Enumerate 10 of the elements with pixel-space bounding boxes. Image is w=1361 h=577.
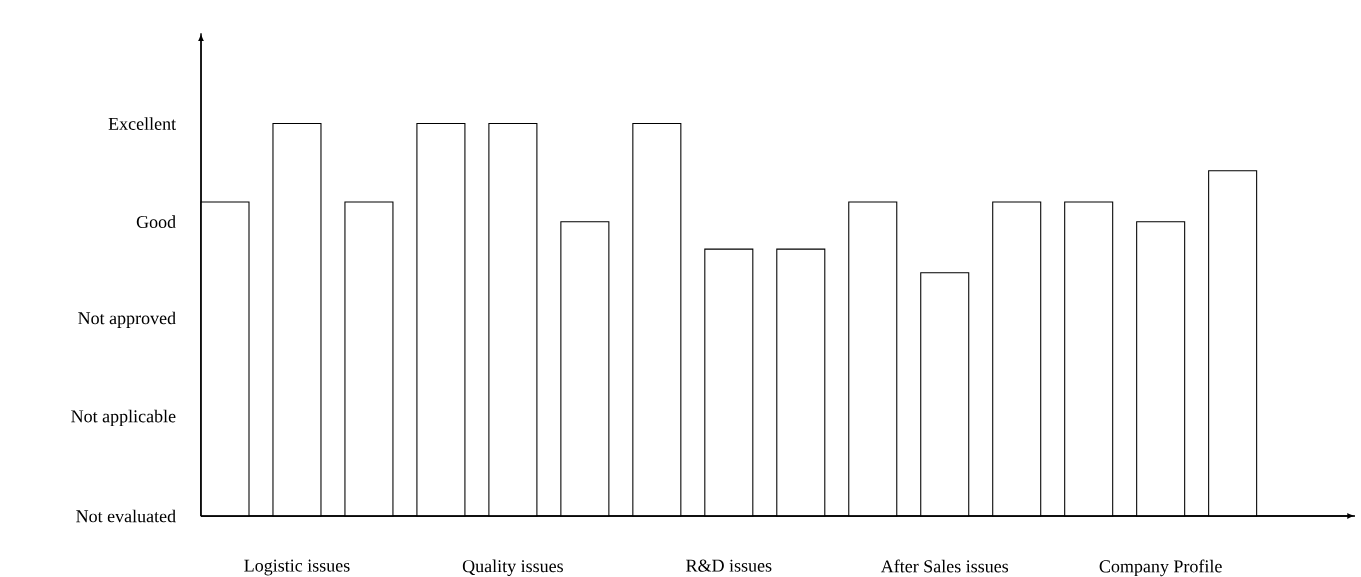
- x-tick-label: Company Profile: [1099, 559, 1222, 577]
- text: Not evaluated: [76, 509, 176, 523]
- text: Excellent: [108, 117, 176, 130]
- text: Not approved: [78, 311, 176, 328]
- x-tick-label: Logistic issues: [244, 559, 350, 576]
- text: Not applicable: [71, 409, 176, 427]
- x-tick-label: Quality issues: [462, 559, 563, 576]
- text: Good: [136, 215, 176, 228]
- x-tick-label: After Sales issues: [880, 559, 1009, 573]
- x-tick-label: R&D issues: [686, 559, 772, 572]
